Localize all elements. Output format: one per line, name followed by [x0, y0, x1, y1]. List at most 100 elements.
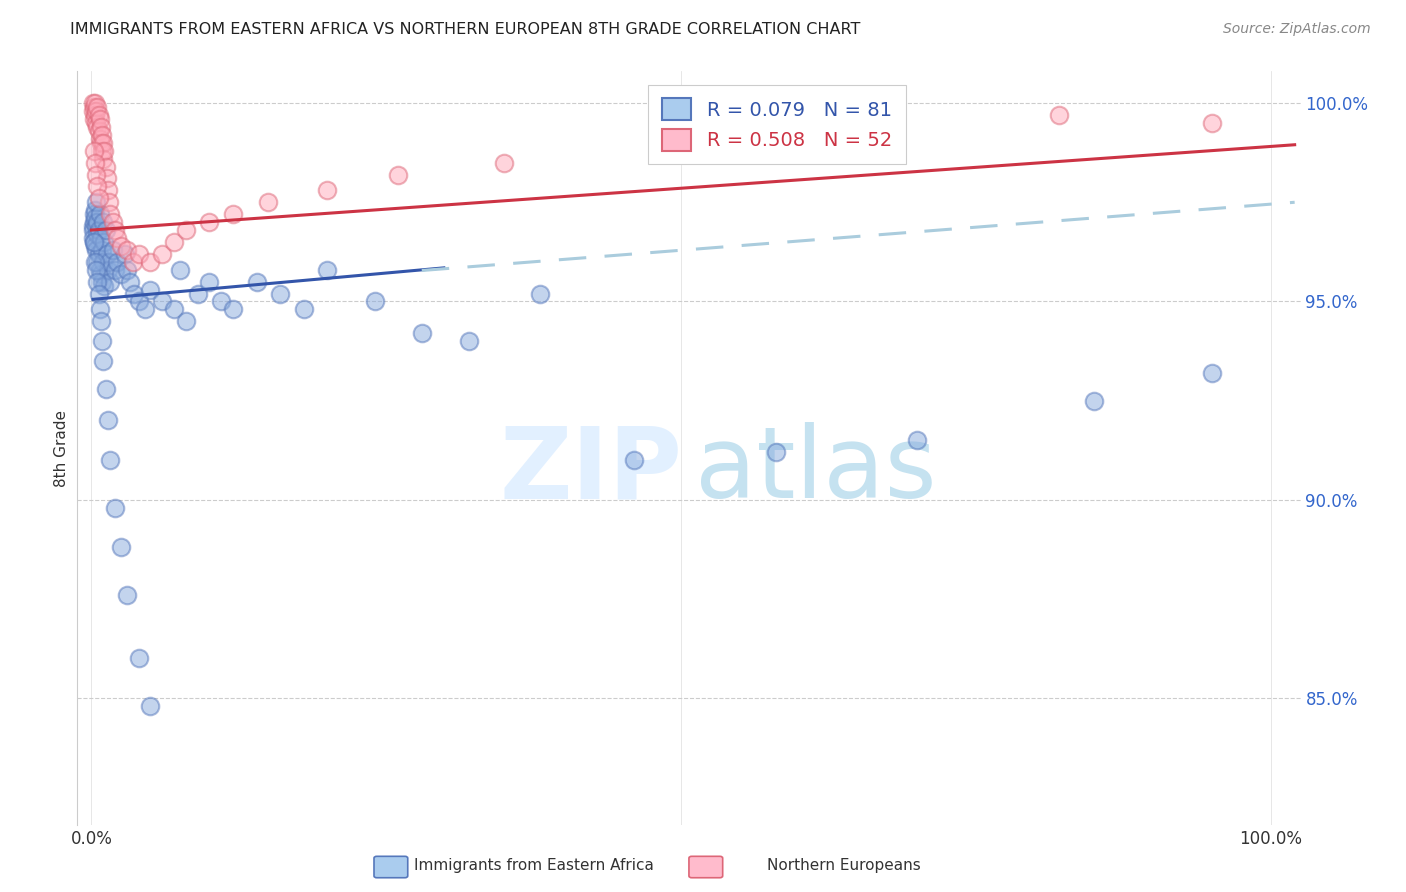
Point — [96, 247, 118, 261]
Point — [86, 254, 108, 268]
Point — [82, 219, 104, 233]
Point — [115, 262, 138, 277]
Point — [150, 294, 173, 309]
Point — [198, 215, 221, 229]
Point — [120, 275, 142, 289]
Point — [90, 136, 112, 150]
Point — [84, 219, 107, 233]
Point — [110, 541, 132, 555]
Text: ZIP: ZIP — [501, 422, 683, 519]
Point — [89, 262, 111, 277]
Point — [316, 183, 339, 197]
Point — [174, 314, 197, 328]
Point — [84, 239, 107, 253]
Point — [90, 231, 112, 245]
Point — [122, 286, 145, 301]
Point — [93, 278, 115, 293]
Point — [90, 120, 112, 134]
Point — [139, 254, 162, 268]
Point — [494, 155, 516, 169]
Point — [169, 262, 191, 277]
Point — [91, 254, 114, 268]
Point — [93, 144, 115, 158]
Point — [91, 243, 114, 257]
Point — [98, 453, 121, 467]
Point — [209, 294, 232, 309]
Point — [86, 100, 108, 114]
Point — [91, 144, 114, 158]
Point — [87, 124, 110, 138]
Point — [121, 254, 143, 268]
Point — [97, 183, 120, 197]
Point — [89, 207, 111, 221]
Point — [163, 302, 186, 317]
Point — [91, 128, 114, 142]
Point — [84, 108, 107, 122]
Point — [87, 247, 110, 261]
Point — [93, 235, 115, 249]
Point — [128, 651, 150, 665]
Point — [222, 302, 245, 317]
Point — [458, 334, 481, 348]
Point — [101, 243, 124, 257]
Point — [86, 227, 108, 241]
Point — [86, 215, 108, 229]
Point — [84, 262, 107, 277]
Point — [96, 171, 118, 186]
Point — [90, 314, 112, 328]
Point — [83, 215, 105, 229]
Point — [89, 302, 111, 317]
Point — [86, 179, 108, 194]
Legend: R = 0.079   N = 81, R = 0.508   N = 52: R = 0.079 N = 81, R = 0.508 N = 52 — [648, 85, 905, 164]
Point — [104, 223, 127, 237]
Point — [107, 231, 129, 245]
Point — [101, 215, 124, 229]
Point — [115, 243, 138, 257]
Point — [94, 223, 117, 237]
Point — [139, 283, 162, 297]
Point — [623, 453, 645, 467]
Point — [316, 262, 339, 277]
Point — [82, 103, 104, 118]
Point — [87, 223, 110, 237]
Text: IMMIGRANTS FROM EASTERN AFRICA VS NORTHERN EUROPEAN 8TH GRADE CORRELATION CHART: IMMIGRANTS FROM EASTERN AFRICA VS NORTHE… — [70, 22, 860, 37]
Point — [94, 160, 117, 174]
Point — [107, 254, 129, 268]
Point — [104, 500, 127, 515]
Point — [1201, 116, 1223, 130]
Point — [128, 294, 150, 309]
Point — [671, 136, 693, 150]
Point — [87, 108, 110, 122]
Point — [1083, 393, 1105, 408]
Point — [98, 195, 121, 210]
Point — [83, 100, 105, 114]
Point — [86, 275, 108, 289]
Point — [139, 699, 162, 714]
Point — [84, 116, 107, 130]
Point — [82, 231, 104, 245]
Point — [905, 434, 928, 448]
Text: Northern Europeans: Northern Europeans — [766, 858, 921, 872]
Point — [883, 124, 905, 138]
Point — [82, 223, 104, 237]
Point — [86, 120, 108, 134]
Point — [198, 275, 221, 289]
Point — [87, 191, 110, 205]
Point — [269, 286, 291, 301]
Point — [150, 247, 173, 261]
Point — [411, 326, 433, 341]
Point — [83, 112, 105, 126]
Point — [91, 354, 114, 368]
Point — [114, 247, 136, 261]
Point — [84, 103, 107, 118]
Text: atlas: atlas — [695, 422, 936, 519]
Point — [98, 275, 121, 289]
Point — [91, 215, 114, 229]
Point — [83, 235, 105, 249]
Point — [91, 275, 114, 289]
Point — [84, 195, 107, 210]
Point — [91, 334, 114, 348]
Point — [97, 413, 120, 427]
Point — [98, 207, 121, 221]
Point — [90, 267, 112, 281]
